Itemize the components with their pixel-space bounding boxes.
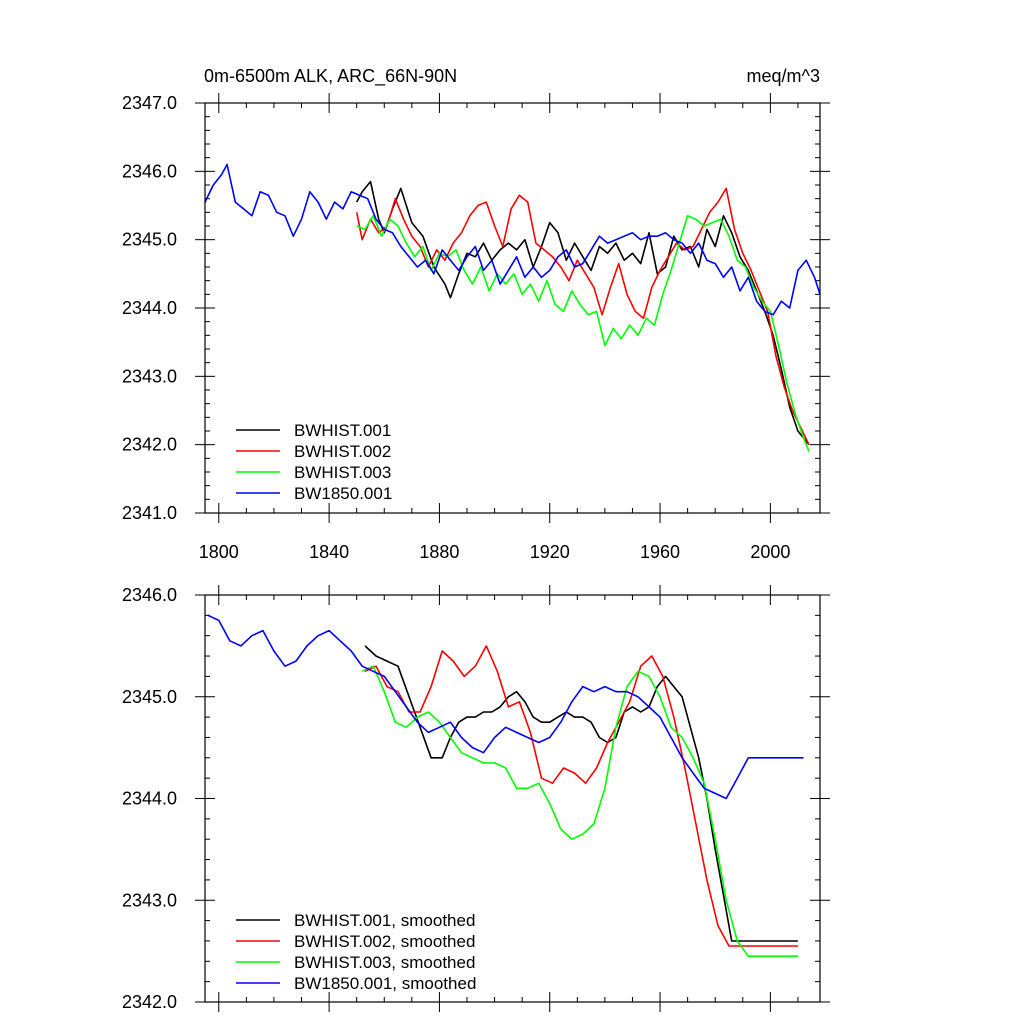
top-panel-units: meq/m^3 xyxy=(747,66,820,86)
bottom-plot-frame xyxy=(204,594,821,1003)
top-axes: 1800 1840 1880 1920 1960 2000 2341.0 2342.0 2343… xyxy=(122,93,830,562)
bottom-y-tick-label: 2342.0 xyxy=(122,992,177,1012)
top-x-tick-label: 1920 xyxy=(530,542,570,562)
top-legend: BWHIST.001 BWHIST.002 BWHIST.003 BW1850.001 xyxy=(236,421,392,503)
bottom-legend-label-4: BW1850.001, smoothed xyxy=(294,974,476,993)
bottom-y-tick-label: 2345.0 xyxy=(122,687,177,707)
top-y-tick-label: 2347.0 xyxy=(122,93,177,113)
top-panel-title: 0m-6500m ALK, ARC_66N-90N xyxy=(204,66,457,87)
top-legend-label-3: BWHIST.003 xyxy=(294,463,391,482)
top-y-tick-label: 2341.0 xyxy=(122,503,177,523)
top-x-tick-label: 1840 xyxy=(309,542,349,562)
bottom-series-line-1 xyxy=(364,645,798,942)
bottom-series-lines xyxy=(207,614,804,958)
top-panel: 0m-6500m ALK, ARC_66N-90N meq/m^3 1800 18… xyxy=(122,66,830,562)
top-series-line-3 xyxy=(356,215,810,452)
top-legend-label-2: BWHIST.002 xyxy=(294,442,391,461)
bottom-legend: BWHIST.001, smoothed BWHIST.002, smoothed… xyxy=(236,911,476,993)
bottom-legend-label-1: BWHIST.001, smoothed xyxy=(294,911,475,930)
bottom-y-tick-label: 2344.0 xyxy=(122,789,177,809)
bottom-series-line-2 xyxy=(364,645,798,947)
bottom-legend-label-2: BWHIST.002, smoothed xyxy=(294,932,475,951)
bottom-series-line-3 xyxy=(361,665,798,958)
top-legend-label-1: BWHIST.001 xyxy=(294,421,391,440)
top-series-lines xyxy=(204,163,821,452)
top-y-tick-label: 2343.0 xyxy=(122,366,177,386)
bottom-axes: 2342.0 2343.0 2344.0 2345.0 2346.0 xyxy=(122,585,830,1012)
bottom-panel: 2342.0 2343.0 2344.0 2345.0 2346.0 BWHIST.00… xyxy=(122,585,830,1012)
bottom-series-line-4 xyxy=(207,614,804,800)
top-series-line-1 xyxy=(355,180,810,446)
bottom-y-tick-label: 2343.0 xyxy=(122,890,177,910)
bottom-y-tick-label: 2346.0 xyxy=(122,585,177,605)
bottom-legend-label-3: BWHIST.003, smoothed xyxy=(294,953,475,972)
top-x-tick-label: 1960 xyxy=(640,542,680,562)
top-x-tick-label: 1800 xyxy=(199,542,239,562)
top-series-line-4 xyxy=(204,163,821,316)
top-y-tick-label: 2345.0 xyxy=(122,230,177,250)
top-y-tick-label: 2342.0 xyxy=(122,435,177,455)
top-y-tick-label: 2346.0 xyxy=(122,161,177,181)
top-plot-frame xyxy=(204,102,821,514)
top-x-tick-label: 1880 xyxy=(419,542,459,562)
top-legend-label-4: BW1850.001 xyxy=(294,484,392,503)
top-y-tick-label: 2344.0 xyxy=(122,298,177,318)
top-series-line-2 xyxy=(355,187,810,446)
top-x-tick-label: 2000 xyxy=(750,542,790,562)
